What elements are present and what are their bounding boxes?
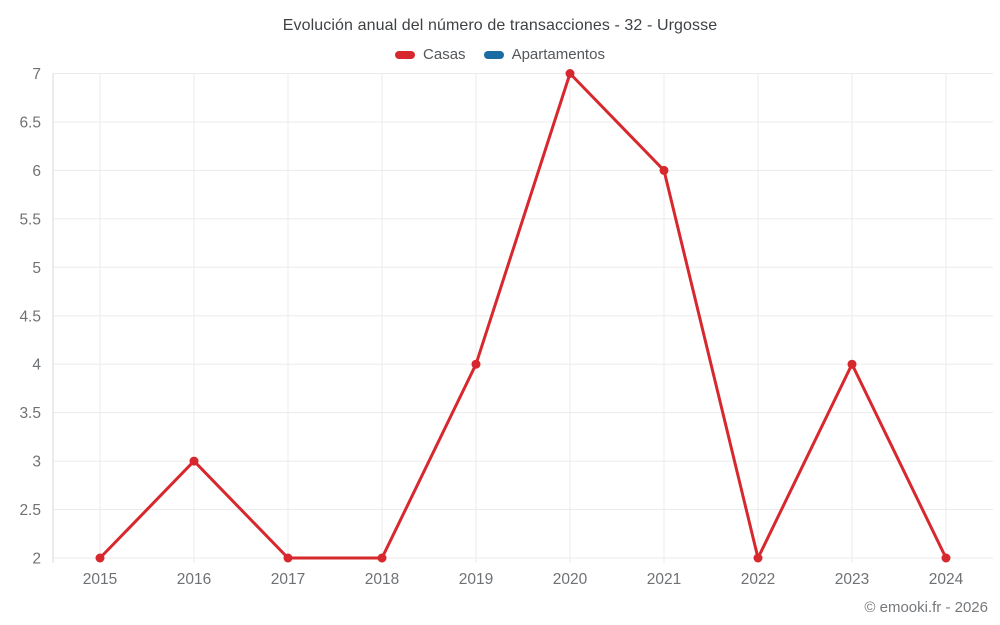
x-axis-tick-label: 2024 <box>929 571 964 588</box>
x-axis-tick-label: 2018 <box>365 571 399 588</box>
x-axis-tick-label: 2017 <box>271 571 305 588</box>
data-point-casas-2019[interactable] <box>471 359 481 369</box>
x-axis-tick-label: 2016 <box>177 571 211 588</box>
y-axis-tick-label: 6.5 <box>19 114 41 131</box>
legend-item-casas[interactable]: Casas <box>395 46 466 63</box>
y-axis-tick-label: 5.5 <box>19 211 41 228</box>
y-axis-tick-label: 4.5 <box>19 308 41 325</box>
y-axis-tick-label: 3.5 <box>19 405 41 422</box>
chart-footer-credit: © emooki.fr - 2026 <box>864 599 988 616</box>
data-point-casas-2016[interactable] <box>189 456 199 466</box>
legend-label: Apartamentos <box>511 46 605 63</box>
chart-title: Evolución anual del número de transaccio… <box>282 17 718 34</box>
x-axis-tick-label: 2019 <box>459 571 493 588</box>
y-axis-tick-label: 5 <box>32 260 41 277</box>
y-axis-tick-label: 6 <box>32 163 41 180</box>
x-axis-tick-label: 2021 <box>647 571 681 588</box>
data-point-casas-2021[interactable] <box>659 165 669 175</box>
data-point-casas-2022[interactable] <box>753 553 763 563</box>
x-axis-tick-label: 2015 <box>83 571 117 588</box>
x-axis-tick-label: 2020 <box>553 571 588 588</box>
data-point-casas-2017[interactable] <box>283 553 293 563</box>
y-axis-tick-label: 7 <box>32 66 41 83</box>
series-line-casas <box>98 72 948 560</box>
legend-item-apartamentos[interactable]: Apartamentos <box>483 46 605 63</box>
data-point-casas-2023[interactable] <box>847 359 857 369</box>
legend-swatch-icon <box>483 50 504 59</box>
y-axis-tick-label: 4 <box>32 357 41 374</box>
x-axis-tick-label: 2023 <box>835 571 869 588</box>
data-point-casas-2018[interactable] <box>377 553 387 563</box>
legend-swatch-icon <box>395 50 416 59</box>
legend-label: Casas <box>423 46 466 63</box>
data-point-casas-2015[interactable] <box>95 553 105 563</box>
chart-legend: Casas Apartamentos <box>0 46 1000 63</box>
y-axis-tick-label: 2.5 <box>19 502 41 519</box>
y-axis-tick-label: 3 <box>32 454 41 471</box>
data-point-casas-2024[interactable] <box>941 553 951 563</box>
y-axis-tick-label: 2 <box>32 551 41 568</box>
data-point-casas-2020[interactable] <box>565 69 575 78</box>
x-axis-tick-label: 2022 <box>741 571 775 588</box>
